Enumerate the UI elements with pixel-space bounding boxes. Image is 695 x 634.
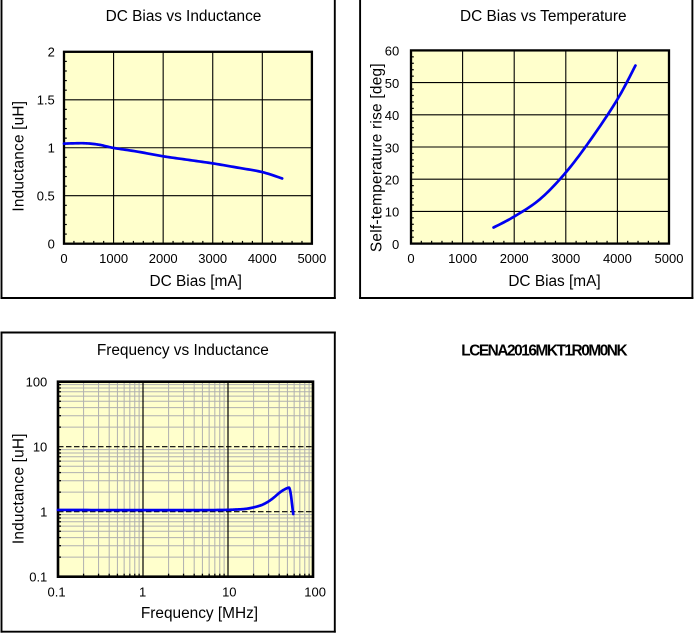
svg-text:DC Bias vs Inductance: DC Bias vs Inductance (106, 8, 262, 25)
svg-text:4000: 4000 (248, 251, 277, 266)
svg-text:40: 40 (385, 108, 399, 123)
svg-text:DC Bias vs Temperature: DC Bias vs Temperature (460, 8, 627, 25)
svg-text:Self-temperature rise [deg]: Self-temperature rise [deg] (368, 63, 385, 252)
svg-text:1: 1 (40, 504, 47, 519)
svg-text:10: 10 (385, 205, 399, 220)
svg-text:3000: 3000 (551, 251, 580, 266)
svg-text:1: 1 (139, 584, 146, 599)
svg-text:2000: 2000 (500, 251, 529, 266)
svg-text:Frequency vs Inductance: Frequency vs Inductance (97, 342, 269, 359)
svg-text:100: 100 (26, 374, 48, 389)
svg-text:0: 0 (60, 251, 67, 266)
svg-text:0.5: 0.5 (37, 188, 55, 203)
svg-text:DC Bias [mA]: DC Bias [mA] (150, 273, 242, 290)
svg-text:100: 100 (304, 584, 326, 599)
svg-text:60: 60 (385, 44, 399, 59)
svg-text:0.1: 0.1 (29, 569, 47, 584)
svg-text:0: 0 (392, 237, 399, 252)
svg-text:3000: 3000 (198, 251, 227, 266)
svg-text:0: 0 (48, 236, 55, 251)
svg-text:Inductance [uH]: Inductance [uH] (10, 433, 27, 544)
svg-text:20: 20 (385, 173, 399, 188)
svg-text:Inductance [uH]: Inductance [uH] (11, 101, 28, 212)
svg-text:1: 1 (48, 140, 55, 155)
svg-text:2: 2 (48, 45, 55, 60)
svg-text:30: 30 (385, 140, 399, 155)
svg-text:DC Bias [mA]: DC Bias [mA] (508, 273, 600, 290)
svg-text:10: 10 (222, 584, 236, 599)
svg-text:0: 0 (407, 251, 414, 266)
svg-text:Frequency [MHz]: Frequency [MHz] (141, 605, 258, 622)
svg-text:2000: 2000 (149, 251, 178, 266)
svg-text:LCENA2016MKT1R0M0NK: LCENA2016MKT1R0M0NK (461, 342, 627, 359)
svg-text:4000: 4000 (603, 251, 632, 266)
svg-text:1000: 1000 (448, 251, 477, 266)
svg-text:0.1: 0.1 (48, 584, 66, 599)
svg-text:50: 50 (385, 76, 399, 91)
svg-text:5000: 5000 (297, 251, 326, 266)
svg-text:1.5: 1.5 (37, 93, 55, 108)
svg-text:10: 10 (33, 439, 47, 454)
svg-text:1000: 1000 (99, 251, 128, 266)
svg-text:5000: 5000 (655, 251, 684, 266)
